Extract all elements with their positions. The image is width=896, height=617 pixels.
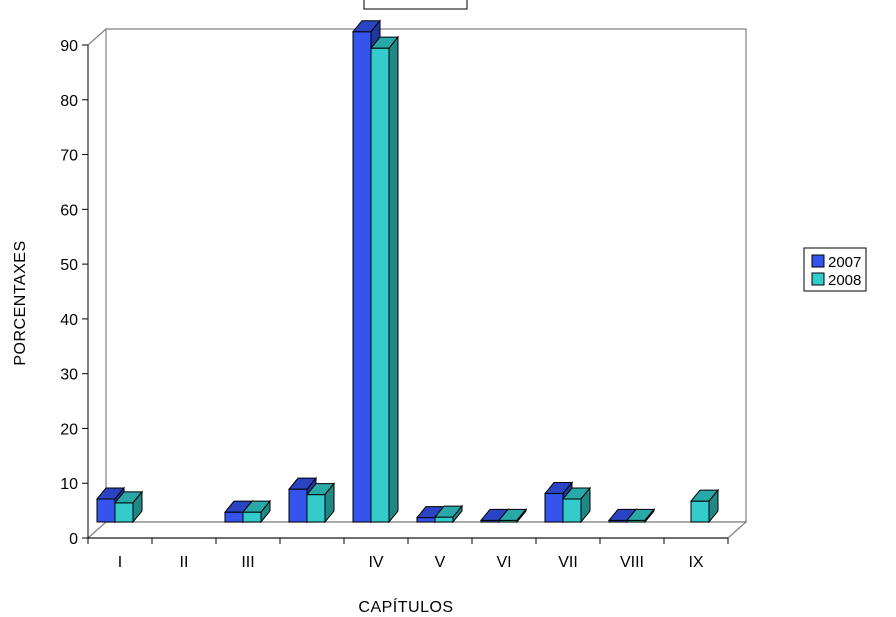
x-tick-label: VII xyxy=(558,554,578,571)
bar xyxy=(307,484,334,522)
x-axis: I II III IV V VI VII VIII IX xyxy=(88,538,728,571)
chart-frame xyxy=(88,29,746,538)
x-tick-label: VIII xyxy=(620,554,644,571)
floor xyxy=(88,522,746,538)
x-tick-label: II xyxy=(180,554,189,571)
bar-front xyxy=(371,48,389,522)
bar-side xyxy=(389,37,398,522)
y-tick-label: 20 xyxy=(60,421,78,438)
y-axis: 0 10 20 30 40 50 60 70 80 90 xyxy=(60,38,88,548)
x-tick-label: VI xyxy=(496,554,511,571)
x-tick-label: V xyxy=(435,554,446,571)
x-tick-label: IV xyxy=(368,554,383,571)
bar-front xyxy=(435,517,453,522)
y-tick-label: 10 xyxy=(60,476,78,493)
y-tick-label: 0 xyxy=(69,531,78,548)
left-wall-edge xyxy=(88,29,106,45)
y-tick-label: 70 xyxy=(60,148,78,165)
x-axis-title: CAPÍTULOS xyxy=(358,597,453,616)
y-tick-label: 40 xyxy=(60,312,78,329)
bar-front xyxy=(289,489,307,522)
y-tick-label: 80 xyxy=(60,93,78,110)
y-axis-title: PORCENTAXES xyxy=(12,240,29,365)
y-tick-label: 60 xyxy=(60,202,78,219)
title-box xyxy=(364,0,467,9)
bar-front xyxy=(545,494,563,522)
x-tick-label: III xyxy=(241,554,254,571)
x-tick-label: IX xyxy=(688,554,703,571)
legend-label: 2007 xyxy=(828,254,861,271)
bar-front xyxy=(225,512,243,522)
bar-front xyxy=(353,32,371,522)
back-wall xyxy=(106,29,746,522)
legend-label: 2008 xyxy=(828,272,861,289)
bar-front xyxy=(243,512,261,522)
y-tick-label: 30 xyxy=(60,367,78,384)
legend-swatch xyxy=(812,255,824,267)
y-tick-label: 90 xyxy=(60,38,78,55)
bar xyxy=(371,37,398,522)
x-tick-label: I xyxy=(118,554,122,571)
legend-swatch xyxy=(812,273,824,285)
bar-front xyxy=(307,495,325,522)
bar-front xyxy=(417,518,435,522)
bar-front xyxy=(691,501,709,522)
bar-front xyxy=(115,503,133,522)
y-tick-label: 50 xyxy=(60,257,78,274)
bar-front xyxy=(97,499,115,522)
bar-front xyxy=(563,499,581,522)
